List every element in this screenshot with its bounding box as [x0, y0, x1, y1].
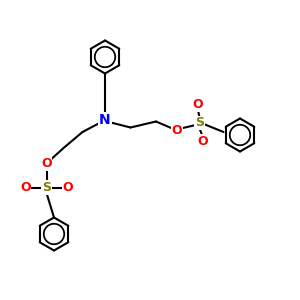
Text: O: O	[193, 98, 203, 111]
Text: N: N	[99, 113, 111, 127]
Text: O: O	[41, 157, 52, 170]
Text: S: S	[42, 181, 51, 194]
Text: S: S	[195, 116, 204, 130]
Text: O: O	[62, 181, 73, 194]
Text: O: O	[197, 135, 208, 148]
Text: O: O	[20, 181, 31, 194]
Text: O: O	[172, 124, 182, 137]
